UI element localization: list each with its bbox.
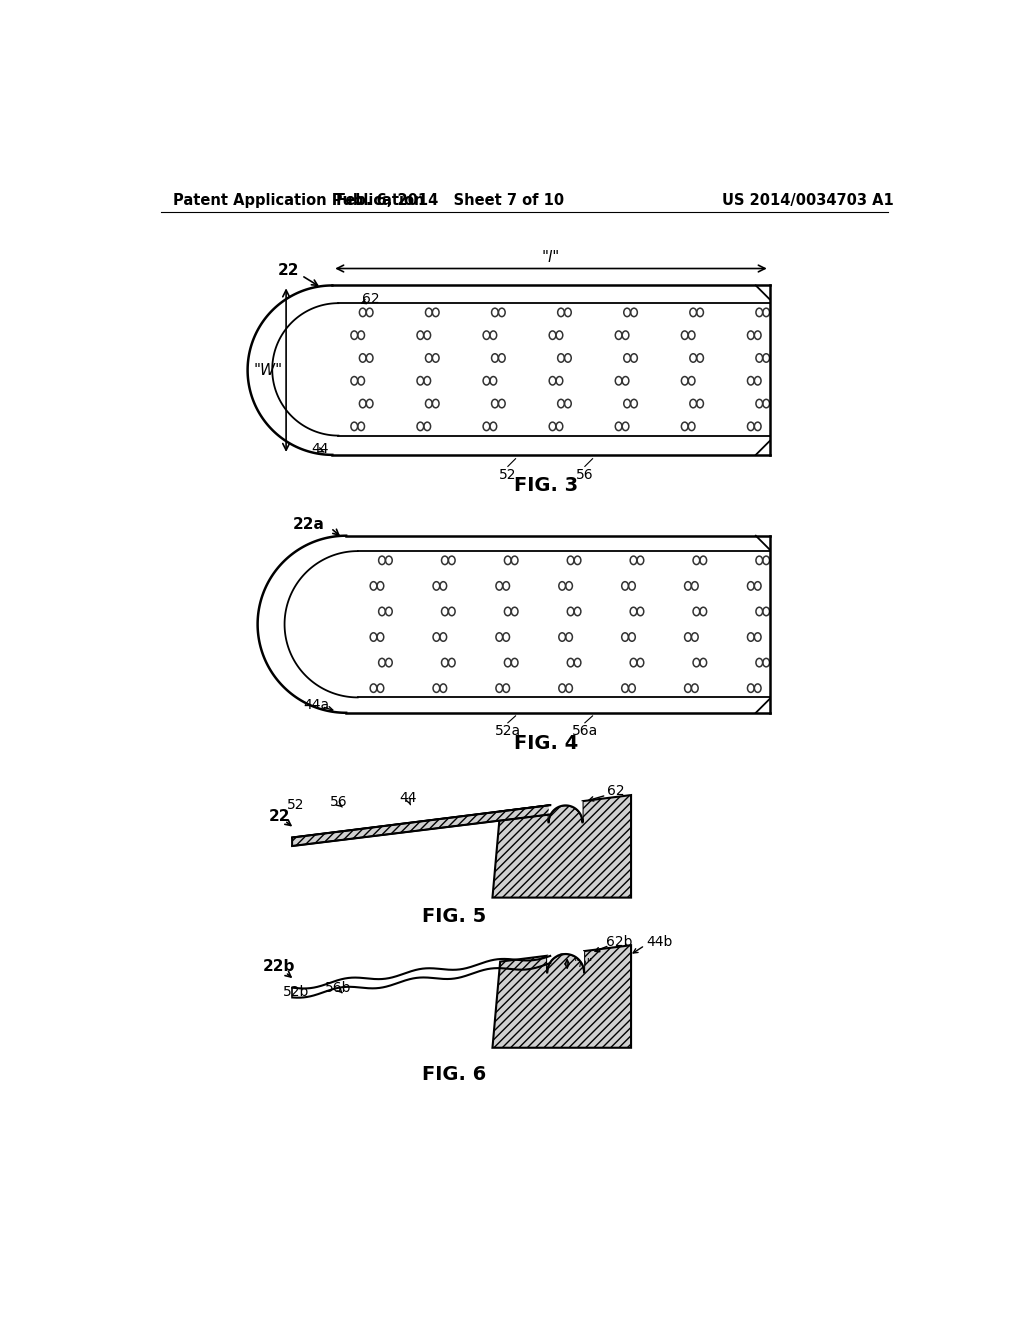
Text: 56: 56 bbox=[330, 795, 347, 809]
Text: 62: 62 bbox=[361, 292, 379, 305]
Text: "W": "W" bbox=[253, 363, 283, 378]
Text: FIG. 5: FIG. 5 bbox=[422, 907, 486, 927]
Polygon shape bbox=[493, 795, 631, 898]
Text: Patent Application Publication: Patent Application Publication bbox=[173, 193, 424, 209]
Text: FIG. 6: FIG. 6 bbox=[422, 1065, 486, 1084]
Text: 62: 62 bbox=[607, 784, 625, 799]
Text: 22b: 22b bbox=[263, 958, 295, 974]
Polygon shape bbox=[493, 945, 631, 1048]
Text: 52: 52 bbox=[288, 799, 305, 812]
Text: "h": "h" bbox=[573, 957, 593, 970]
Text: FIG. 4: FIG. 4 bbox=[514, 734, 579, 754]
Text: 44a: 44a bbox=[304, 698, 330, 711]
Text: 44b: 44b bbox=[646, 936, 673, 949]
Text: 52a: 52a bbox=[495, 725, 521, 738]
Text: FIG. 3: FIG. 3 bbox=[514, 477, 579, 495]
Text: 56b: 56b bbox=[326, 981, 351, 995]
Polygon shape bbox=[549, 801, 583, 822]
Polygon shape bbox=[547, 952, 584, 973]
Text: Feb. 6, 2014   Sheet 7 of 10: Feb. 6, 2014 Sheet 7 of 10 bbox=[336, 193, 564, 209]
Text: 22: 22 bbox=[278, 263, 299, 277]
Text: 56: 56 bbox=[577, 469, 594, 482]
Text: 22: 22 bbox=[268, 809, 290, 824]
Text: 44: 44 bbox=[311, 442, 329, 457]
Text: 22a: 22a bbox=[293, 516, 325, 532]
Text: 52b: 52b bbox=[283, 985, 309, 998]
Text: "l": "l" bbox=[542, 249, 560, 264]
Polygon shape bbox=[292, 805, 550, 846]
Text: 62b: 62b bbox=[606, 936, 633, 949]
Text: 56a: 56a bbox=[571, 725, 598, 738]
Text: 52: 52 bbox=[499, 469, 517, 482]
Text: 44: 44 bbox=[399, 791, 417, 805]
Text: US 2014/0034703 A1: US 2014/0034703 A1 bbox=[722, 193, 894, 209]
